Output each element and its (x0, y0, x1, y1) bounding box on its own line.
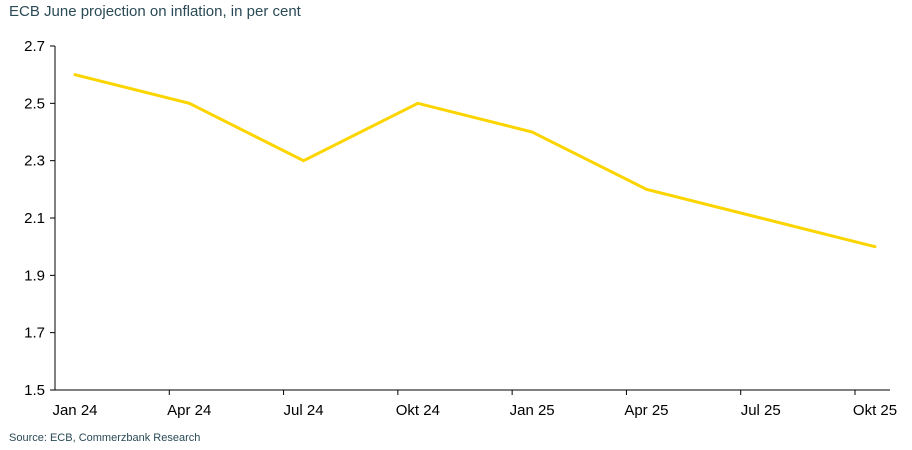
source-note: Source: ECB, Commerzbank Research (9, 432, 201, 444)
data-point (759, 216, 763, 220)
y-tick-label: 1.9 (24, 267, 45, 284)
y-tick-label: 2.7 (24, 38, 45, 55)
x-tick-label: Jan 24 (52, 402, 97, 419)
x-tick-label: Jan 25 (510, 402, 555, 419)
chart-title: ECB June projection on inflation, in per… (9, 3, 301, 20)
data-point (187, 101, 191, 105)
x-axis: Jan 24 Apr 24 Jul 24 Okt 24 Jan 25 Apr 25 Jul … (52, 390, 897, 419)
data-point (73, 73, 77, 77)
x-tick-label: Apr 25 (624, 402, 668, 419)
y-tick-label: 2.1 (24, 210, 45, 227)
data-point (302, 159, 306, 163)
series-line (74, 73, 876, 249)
x-tick-label: Jul 25 (741, 402, 781, 419)
data-point (530, 130, 534, 134)
x-tick-label: Okt 25 (853, 402, 897, 419)
data-point (416, 101, 420, 105)
x-tick-label: Apr 24 (167, 402, 211, 419)
y-tick-label: 1.5 (24, 382, 45, 399)
y-tick-label: 1.7 (24, 325, 45, 342)
y-axis: 1.5 1.7 1.9 2.1 2.3 2.5 2.7 (24, 38, 55, 399)
series-group (73, 73, 877, 249)
data-point (644, 187, 648, 191)
y-tick-label: 2.3 (24, 153, 45, 170)
x-tick-label: Okt 24 (396, 402, 440, 419)
x-tick-label: Jul 24 (284, 402, 324, 419)
y-tick-label: 2.5 (24, 95, 45, 112)
data-point (873, 245, 877, 249)
